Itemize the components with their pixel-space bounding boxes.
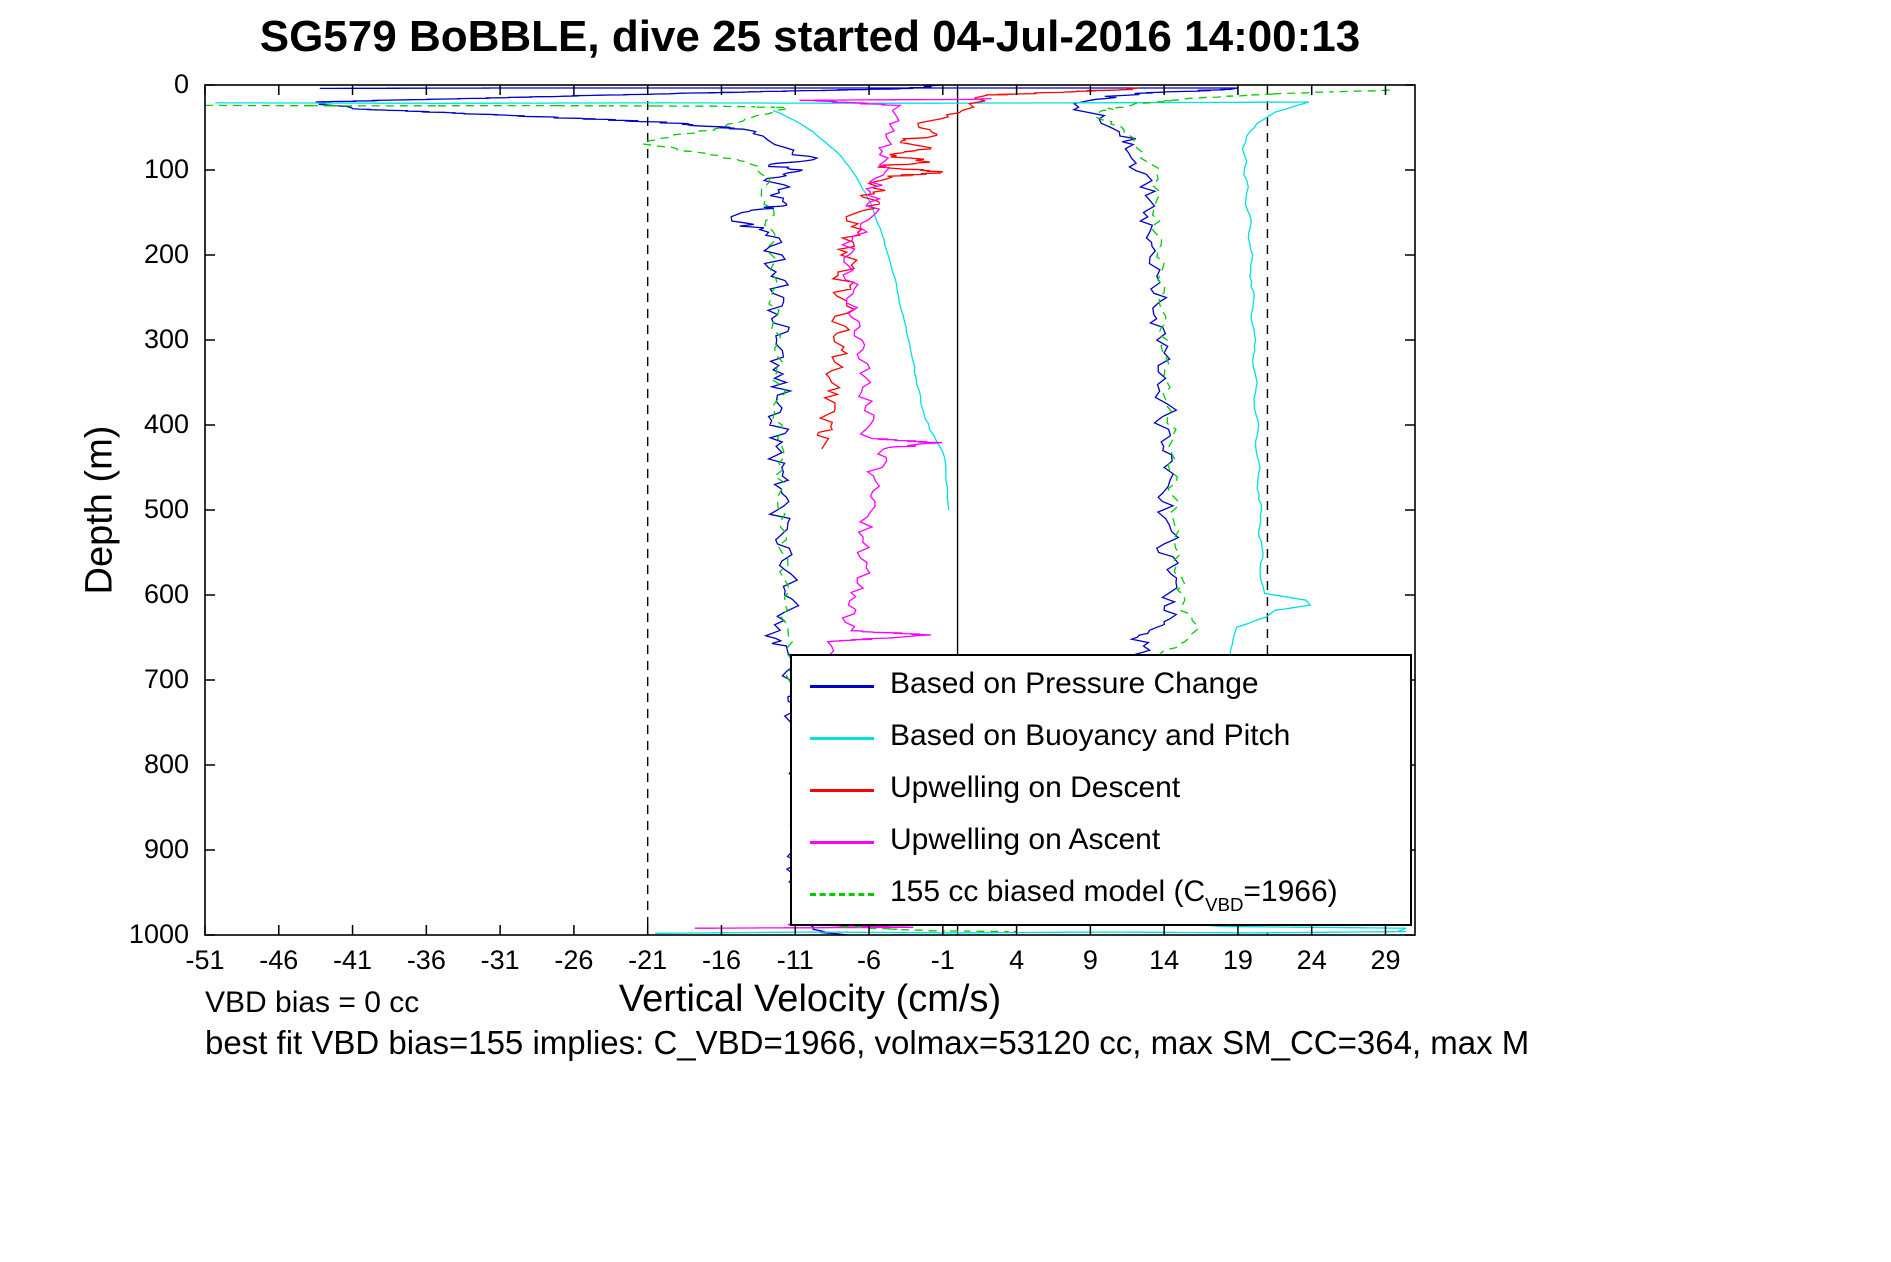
x-tick-label: -51 (185, 945, 225, 975)
best-fit-annotation: best fit VBD bias=155 implies: C_VBD=196… (205, 1024, 1530, 1061)
series-line-0 (315, 85, 943, 935)
legend-item-buoyancy: Based on Buoyancy and Pitch (792, 719, 1410, 757)
x-tick-label: -31 (480, 945, 520, 975)
chart-title: SG579 BoBBLE, dive 25 started 04-Jul-201… (259, 12, 1361, 61)
vbd-bias-annotation: VBD bias = 0 cc (205, 986, 420, 1019)
y-tick-label: 300 (143, 324, 189, 354)
series-line-1 (772, 109, 950, 511)
legend-line-upwelling-descent (810, 788, 874, 792)
legend-line-buoyancy (810, 736, 874, 740)
series-line-0 (319, 87, 1239, 656)
x-tick-label: 19 (1222, 945, 1253, 975)
y-tick-label: 700 (143, 664, 189, 694)
legend-item-upwelling-ascent: Upwelling on Ascent (792, 823, 1410, 861)
y-tick-label: 900 (143, 834, 189, 864)
legend-label-pressure: Based on Pressure Change (890, 667, 1259, 700)
legend-line-biased-model (810, 892, 874, 896)
legend-line-upwelling-ascent (810, 840, 874, 844)
legend-line-pressure (810, 684, 874, 688)
x-axis-label: Vertical Velocity (cm/s) (618, 978, 1002, 1020)
y-tick-label: 100 (143, 154, 189, 184)
y-tick-label: 200 (143, 239, 189, 269)
x-tick-label: -46 (259, 945, 299, 975)
series-line-2 (816, 87, 1140, 450)
x-tick-label: -21 (628, 945, 668, 975)
legend-label-buoyancy: Based on Buoyancy and Pitch (890, 719, 1291, 752)
legend-label-upwelling-ascent: Upwelling on Ascent (890, 823, 1161, 856)
x-tick-label: -16 (701, 945, 741, 975)
x-tick-label: -6 (857, 945, 882, 975)
chart-legend: Based on Pressure Change Based on Buoyan… (790, 654, 1412, 926)
x-tick-label: 4 (1009, 945, 1025, 975)
x-tick-label: -11 (776, 945, 814, 975)
x-tick-label: -36 (406, 945, 446, 975)
y-tick-label: 600 (143, 579, 189, 609)
x-tick-label: 9 (1082, 945, 1098, 975)
y-tick-label: 500 (143, 494, 189, 524)
legend-item-biased-model: 155 cc biased model (CVBD=1966) (792, 875, 1410, 916)
y-tick-label: 1000 (128, 919, 189, 949)
y-tick-label: 800 (143, 749, 189, 779)
x-tick-label: -26 (554, 945, 594, 975)
legend-label-upwelling-descent: Upwelling on Descent (890, 771, 1181, 804)
x-tick-label: 24 (1296, 945, 1327, 975)
series-line-1 (655, 930, 1407, 934)
y-tick-label: 0 (173, 69, 189, 99)
x-tick-label: 14 (1149, 945, 1180, 975)
legend-label-biased-model: 155 cc biased model (CVBD=1966) (890, 875, 1338, 916)
x-tick-label: 29 (1370, 945, 1401, 975)
y-tick-label: 400 (143, 409, 189, 439)
legend-item-pressure: Based on Pressure Change (792, 667, 1410, 705)
x-tick-label: -41 (333, 945, 373, 975)
x-tick-label: -1 (930, 945, 955, 975)
legend-item-upwelling-descent: Upwelling on Descent (792, 771, 1410, 809)
